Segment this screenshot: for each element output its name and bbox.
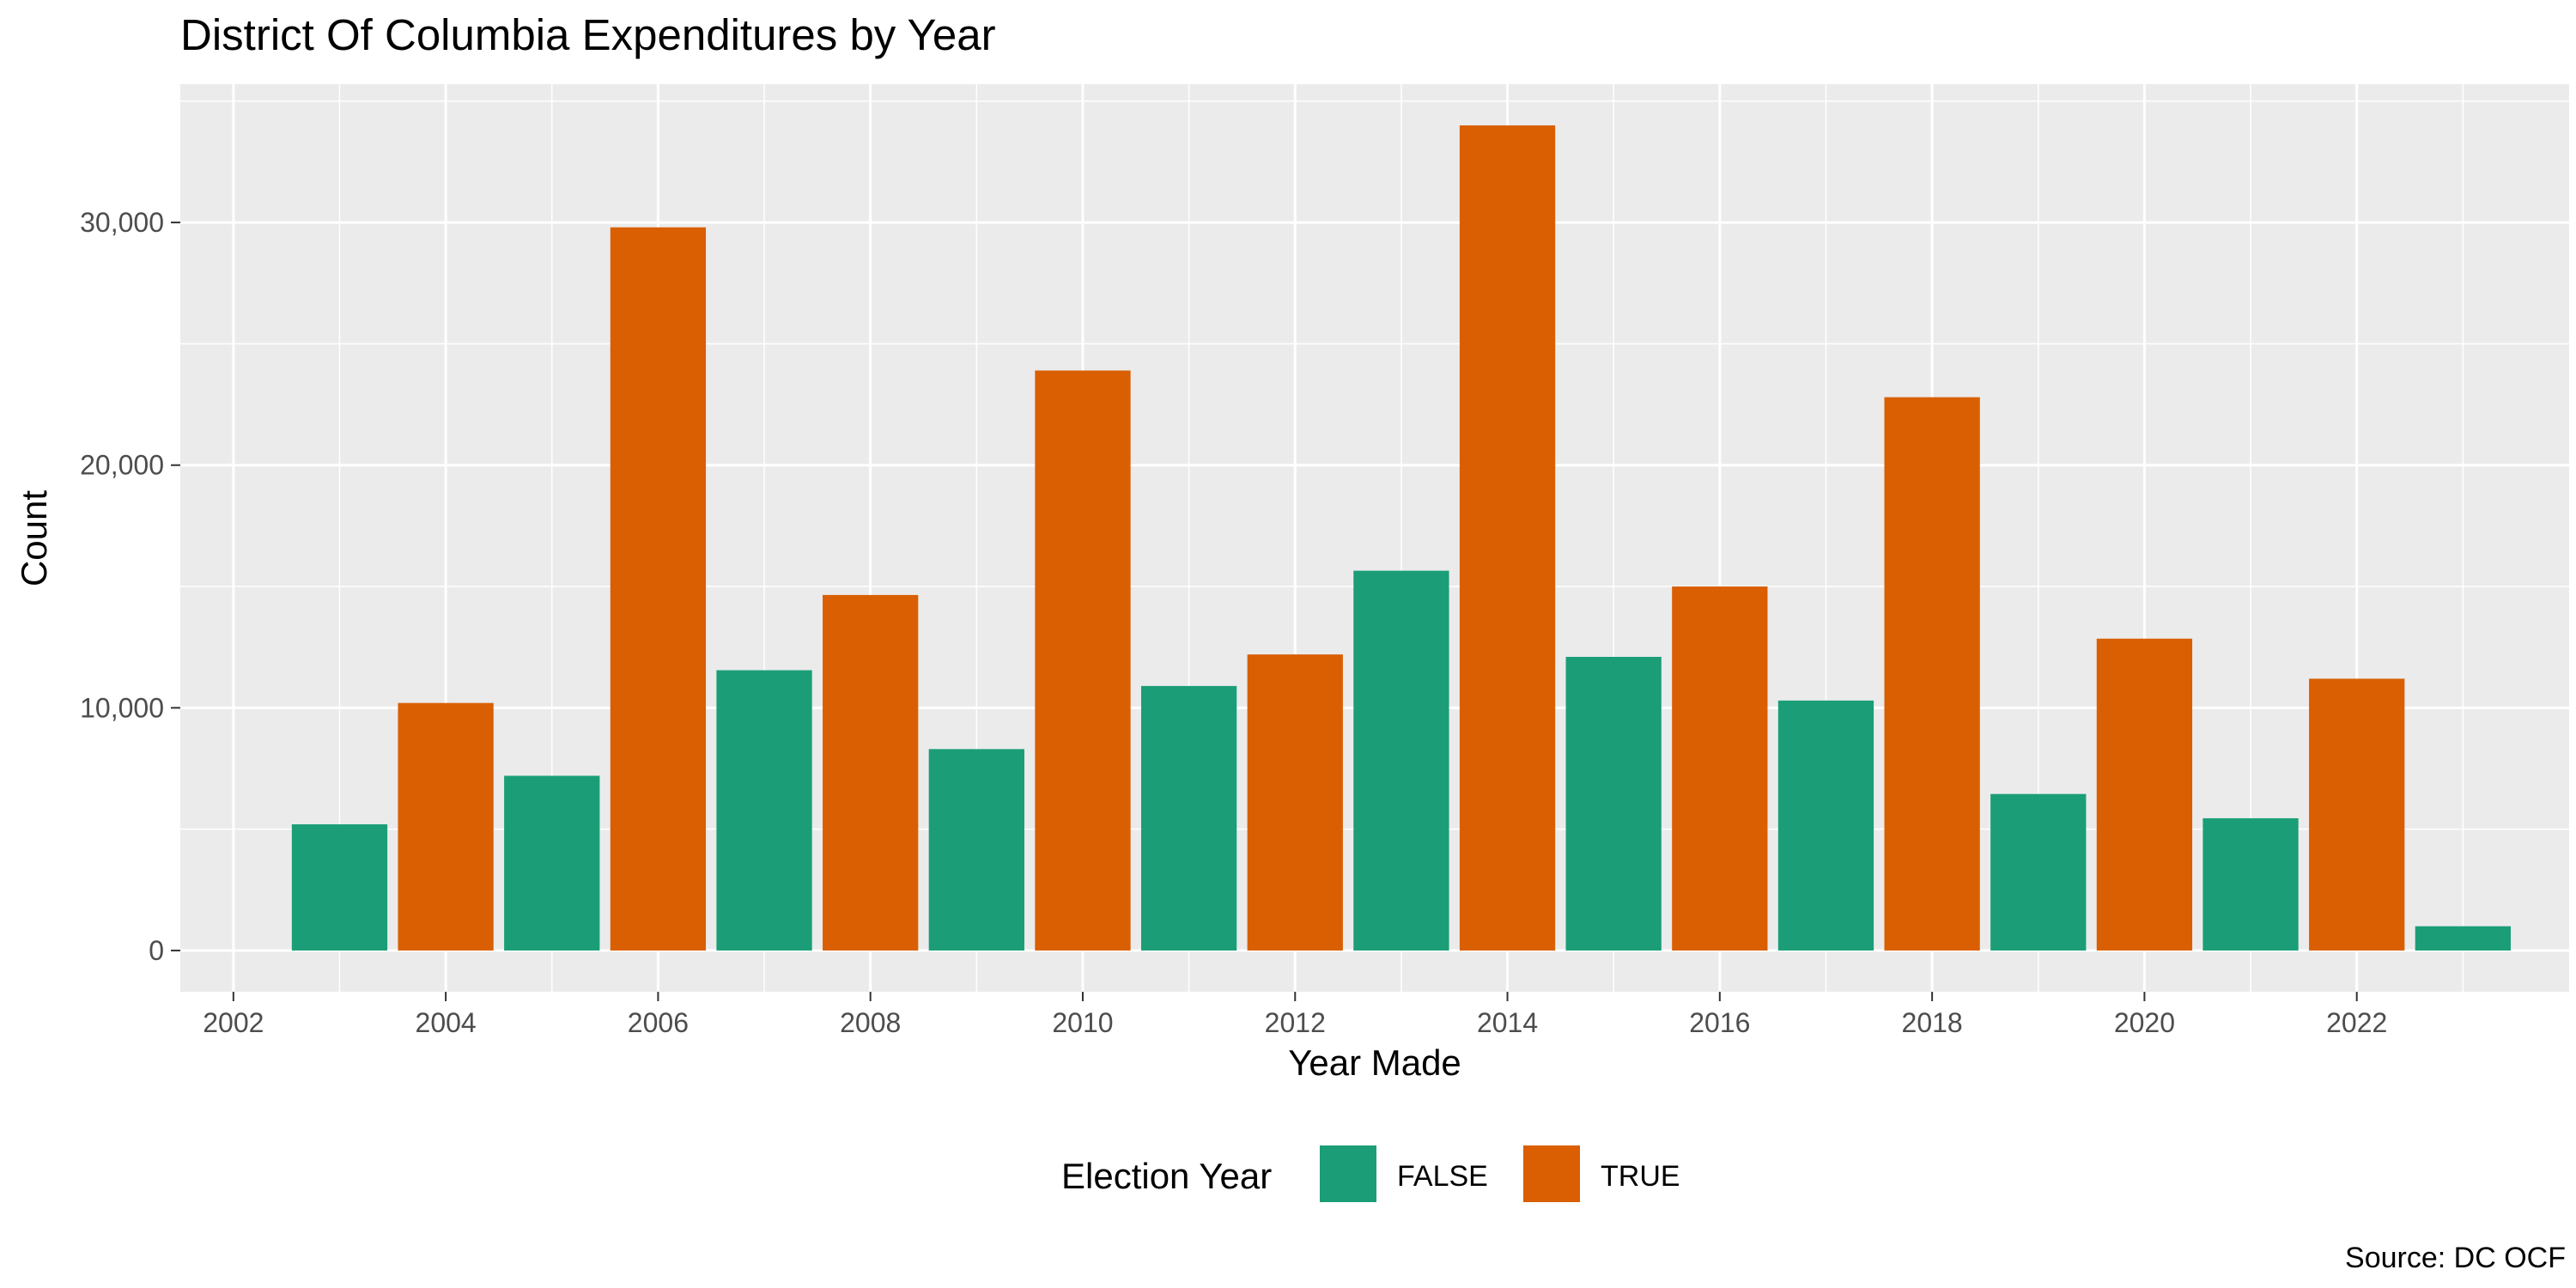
bar-2012 <box>1247 654 1343 951</box>
legend-key-false <box>1320 1145 1376 1202</box>
y-tick-label: 20,000 <box>80 450 164 481</box>
y-tick-label: 30,000 <box>80 207 164 238</box>
bar-2015 <box>1565 656 1662 951</box>
bar-2018 <box>1884 397 1980 951</box>
y-axis-title: Count <box>14 490 54 586</box>
bar-2005 <box>504 775 600 951</box>
bar-2022 <box>2309 678 2405 951</box>
y-tick-label: 10,000 <box>80 692 164 723</box>
x-tick-label: 2002 <box>203 1007 264 1038</box>
x-tick-label: 2022 <box>2326 1007 2387 1038</box>
chart-caption: Source: DC OCF <box>2345 1242 2566 1274</box>
bar-2019 <box>1990 793 2087 951</box>
bar-2004 <box>398 702 494 951</box>
bar-2010 <box>1035 370 1131 951</box>
x-tick-label: 2018 <box>1902 1007 1963 1038</box>
x-tick-label: 2006 <box>628 1007 689 1038</box>
y-axis: 0 10,000 20,000 30,000 <box>80 207 180 966</box>
bar-2023 <box>2415 926 2511 951</box>
bar-2017 <box>1777 700 1874 951</box>
x-tick-label: 2014 <box>1477 1007 1538 1038</box>
bars <box>291 125 2511 951</box>
bar-2013 <box>1353 570 1449 951</box>
bar-2011 <box>1140 685 1237 951</box>
bar-2007 <box>716 670 812 951</box>
bar-2021 <box>2202 817 2299 951</box>
legend-key-true <box>1523 1145 1580 1202</box>
x-tick-label: 2020 <box>2114 1007 2175 1038</box>
x-tick-label: 2012 <box>1265 1007 1326 1038</box>
x-axis-title: Year Made <box>1288 1042 1461 1083</box>
legend-title: Election Year <box>1061 1156 1272 1196</box>
x-tick-label: 2010 <box>1052 1007 1113 1038</box>
x-tick-label: 2016 <box>1689 1007 1750 1038</box>
legend: Election Year FALSE TRUE <box>1061 1145 1680 1202</box>
bar-2003 <box>291 823 388 951</box>
y-tick-label: 0 <box>149 935 164 966</box>
chart-title: District Of Columbia Expenditures by Yea… <box>180 10 996 59</box>
x-tick-label: 2008 <box>840 1007 901 1038</box>
bar-2006 <box>610 227 707 951</box>
bar-2014 <box>1459 125 1556 951</box>
bar-2020 <box>2096 638 2193 951</box>
x-tick-label: 2004 <box>416 1007 477 1038</box>
bar-2016 <box>1672 586 1768 951</box>
legend-label-false: FALSE <box>1397 1160 1488 1193</box>
x-axis: 2002 2004 2006 2008 2010 2012 2014 2016 2018 2020… <box>203 992 2387 1038</box>
bar-2009 <box>928 749 1024 951</box>
bar-2008 <box>823 594 919 951</box>
legend-label-true: TRUE <box>1601 1160 1680 1193</box>
